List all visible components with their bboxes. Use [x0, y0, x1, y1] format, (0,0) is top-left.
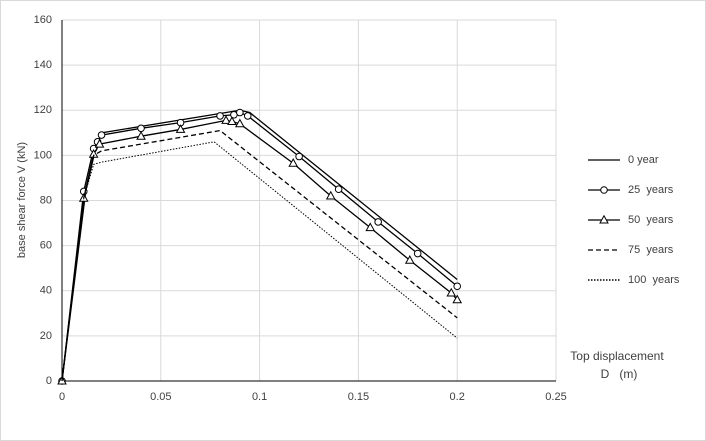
legend-label: 50 years [628, 214, 674, 226]
marker [453, 282, 462, 291]
marker [600, 186, 608, 194]
y-tick-label: 160 [34, 14, 52, 26]
x-tick-label: 0.15 [348, 391, 369, 403]
series-line [61, 141, 458, 382]
marker [365, 222, 376, 232]
x-tick-label: 0.25 [545, 391, 566, 403]
legend-label: 75 years [628, 244, 674, 256]
series-line [61, 111, 458, 382]
marker [216, 112, 224, 120]
y-tick-label: 100 [34, 149, 52, 161]
y-tick-label: 20 [40, 330, 52, 342]
y-tick-label: 0 [46, 375, 52, 387]
marker [221, 115, 231, 124]
x-tick-label: 0.1 [252, 391, 267, 403]
marker [404, 255, 415, 264]
marker [243, 112, 252, 120]
x-tick-label: 0 [59, 391, 65, 403]
marker [94, 138, 105, 148]
marker [334, 185, 343, 194]
y-tick-label: 80 [40, 194, 52, 206]
legend-label: 100 years [628, 274, 680, 286]
y-tick-label: 140 [34, 59, 52, 71]
y-tick-label: 40 [40, 285, 52, 297]
marker [452, 294, 463, 304]
y-tick-label: 120 [34, 104, 52, 116]
marker [227, 116, 237, 126]
marker [234, 118, 245, 128]
marker [175, 124, 186, 133]
legend-label: 25 years [628, 184, 674, 196]
marker [236, 108, 244, 117]
y-tick-label: 60 [40, 240, 52, 252]
x-tick-label: 0.05 [150, 391, 171, 403]
marker [137, 124, 145, 133]
x-axis-label: D (m) [601, 367, 638, 381]
x-axis-label: Top displacement [570, 349, 664, 363]
marker [295, 152, 303, 161]
marker [413, 249, 422, 258]
marker [374, 218, 382, 226]
marker [446, 287, 457, 297]
marker [288, 158, 299, 167]
legend-label: 0 year [628, 154, 659, 166]
marker [599, 214, 609, 224]
marker [136, 130, 146, 140]
marker [325, 190, 336, 200]
x-tick-label: 0.2 [450, 391, 465, 403]
marker [97, 131, 106, 139]
y-axis-label: base shear force V (kN) [16, 142, 28, 258]
